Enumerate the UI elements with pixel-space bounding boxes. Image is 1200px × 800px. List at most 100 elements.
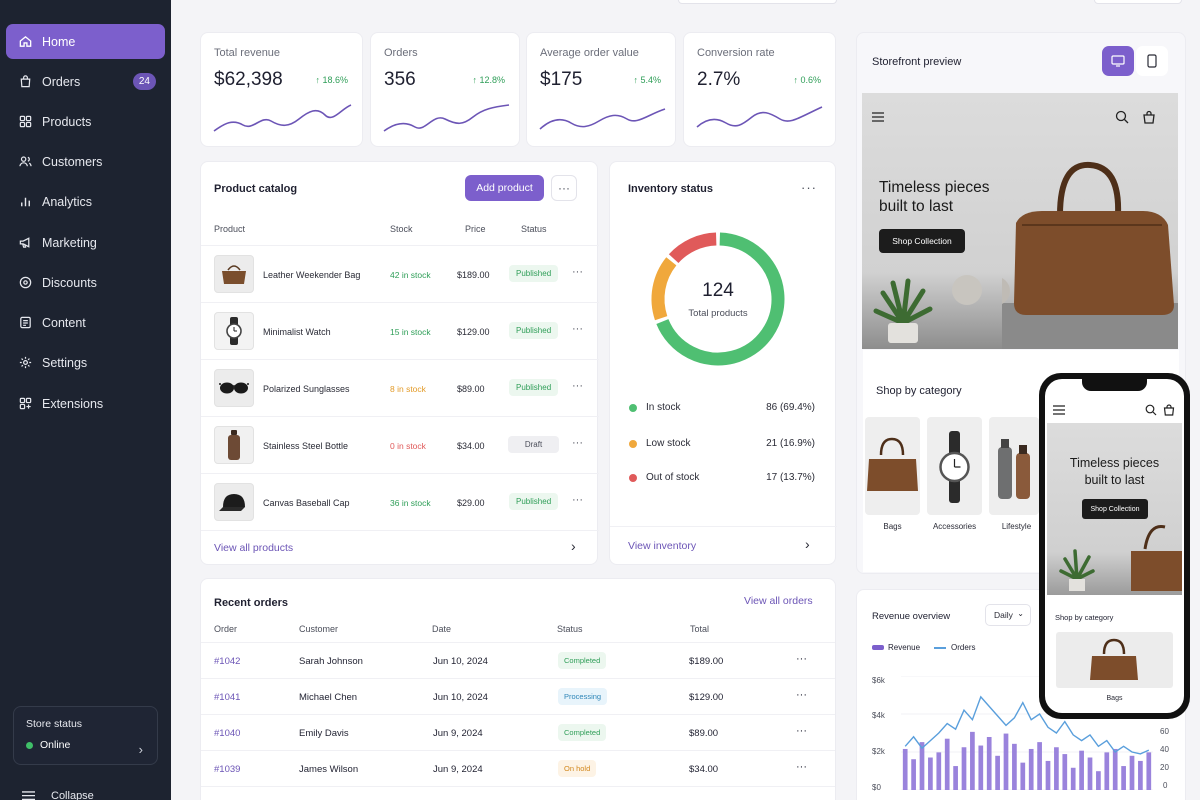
table-row[interactable]: Canvas Baseball Cap 36 in stock $29.00 P… — [201, 473, 599, 530]
search-icon[interactable] — [1115, 110, 1129, 124]
row-menu-button[interactable]: ··· — [572, 494, 583, 506]
row-menu-button[interactable]: ··· — [572, 437, 583, 449]
column-header: Stock — [390, 224, 413, 234]
table-row[interactable]: Minimalist Watch 15 in stock $129.00 Pub… — [201, 302, 599, 359]
y-axis-right-tick: 60 — [1160, 727, 1169, 736]
sidebar-item-marketing[interactable]: Marketing — [6, 225, 165, 260]
sidebar-item-extensions[interactable]: Extensions — [6, 386, 165, 421]
table-row[interactable]: Stainless Steel Bottle 0 in stock $34.00… — [201, 416, 599, 473]
cart-icon[interactable] — [1163, 404, 1175, 416]
phone-category-tile-bags[interactable] — [1056, 632, 1173, 688]
phone-plant-image — [1059, 549, 1095, 591]
row-menu-button[interactable]: ··· — [572, 380, 583, 392]
mobile-view-toggle[interactable] — [1136, 46, 1168, 76]
view-all-orders-link[interactable]: View all orders — [744, 595, 813, 607]
order-id-link[interactable]: #1041 — [214, 692, 241, 703]
kpi-change: ↑ 5.4% — [633, 75, 661, 85]
orders-bar — [1121, 766, 1126, 790]
table-row[interactable]: #1041 Michael Chen Jun 10, 2024 Processi… — [201, 678, 835, 714]
legend-value: 86 (69.4%) — [766, 402, 815, 413]
row-menu-button[interactable]: ··· — [796, 653, 807, 665]
stock-count: 42 in stock — [390, 270, 431, 280]
product-thumbnail — [214, 426, 254, 464]
stock-count: 0 in stock — [390, 441, 426, 451]
column-header: Status — [521, 224, 547, 234]
hero-title-line: Timeless pieces — [1069, 456, 1160, 470]
menu-icon[interactable] — [871, 111, 885, 123]
chevron-right-icon[interactable]: › — [571, 538, 576, 554]
phone-shop-collection-button[interactable]: Shop Collection — [1082, 499, 1148, 519]
chevron-right-icon[interactable]: › — [805, 536, 810, 552]
sparkline — [696, 106, 823, 128]
customer-name: Emily Davis — [299, 728, 349, 739]
revenue-chart — [901, 676, 1153, 790]
cart-icon[interactable] — [1142, 110, 1156, 124]
kpi-label: Conversion rate — [697, 47, 775, 59]
order-date: Jun 10, 2024 — [433, 692, 488, 703]
table-row[interactable] — [201, 786, 835, 800]
product-name: Minimalist Watch — [263, 327, 331, 337]
shopping-bag-icon — [18, 74, 33, 89]
orders-bar — [961, 747, 967, 790]
status-badge: Published — [509, 322, 559, 339]
sidebar-item-content[interactable]: Content — [6, 305, 165, 340]
orders-bar — [1020, 762, 1026, 790]
category-tile-accessories[interactable] — [927, 417, 982, 515]
revenue-line — [904, 695, 1150, 755]
sidebar-item-discounts[interactable]: Discounts — [6, 265, 165, 300]
row-menu-button[interactable]: ··· — [796, 761, 807, 773]
table-row[interactable]: Leather Weekender Bag 42 in stock $189.0… — [201, 245, 599, 302]
column-header: Total — [690, 624, 710, 634]
view-all-products-link[interactable]: View all products — [214, 542, 294, 554]
store-status-card[interactable]: Store status Online › — [13, 706, 158, 765]
more-options-button[interactable]: ··· — [801, 180, 817, 195]
total-products-value: 124 — [702, 280, 734, 301]
menu-icon[interactable] — [1053, 405, 1065, 415]
collapse-button[interactable]: Collapse — [22, 790, 94, 800]
shop-collection-button[interactable]: Shop Collection — [879, 229, 965, 253]
column-header: Order — [214, 624, 238, 634]
row-menu-button[interactable]: ··· — [796, 689, 807, 701]
stock-count: 8 in stock — [390, 384, 426, 394]
gear-icon — [18, 355, 33, 370]
category-tile-bags[interactable] — [865, 417, 920, 515]
orders-bar — [911, 759, 916, 790]
status-badge: Published — [509, 265, 559, 282]
sidebar-item-home[interactable]: Home — [6, 24, 165, 59]
table-row[interactable]: #1040 Emily Davis Jun 9, 2024 Completed … — [201, 714, 835, 750]
sidebar-item-label: Settings — [42, 355, 88, 370]
order-id-link[interactable]: #1040 — [214, 728, 241, 739]
sidebar-item-analytics[interactable]: Analytics — [6, 184, 165, 219]
plant-image — [873, 278, 933, 343]
more-options-button[interactable]: ··· — [551, 175, 577, 201]
sidebar-item-products[interactable]: Products — [6, 104, 165, 139]
order-id-link[interactable]: #1039 — [214, 764, 241, 775]
export-button[interactable] — [1094, 0, 1182, 4]
search-icon[interactable] — [1145, 404, 1157, 416]
range-select[interactable]: Daily ⌄ — [985, 604, 1031, 626]
sidebar-item-orders[interactable]: Orders 24 — [6, 64, 165, 99]
chevron-down-icon: ⌄ — [1017, 609, 1024, 618]
order-id-link[interactable]: #1042 — [214, 656, 241, 667]
table-row[interactable]: #1039 James Wilson Jun 9, 2024 On hold $… — [201, 750, 835, 786]
kpi-total-revenue: Total revenue $62,398 ↑ 18.6% — [200, 32, 363, 147]
add-product-button[interactable]: Add product — [465, 175, 544, 201]
desktop-view-toggle[interactable] — [1102, 46, 1134, 76]
category-tile-lifestyle[interactable] — [989, 417, 1039, 515]
y-axis-right-tick: 0 — [1163, 781, 1168, 790]
sidebar-item-settings[interactable]: Settings — [6, 345, 165, 380]
date-range-picker[interactable] — [678, 0, 837, 4]
card-title: Inventory status — [628, 183, 713, 195]
table-row[interactable]: Polarized Sunglasses 8 in stock $89.00 P… — [201, 359, 599, 416]
view-inventory-link[interactable]: View inventory — [628, 540, 697, 552]
row-menu-button[interactable]: ··· — [796, 725, 807, 737]
sidebar-item-customers[interactable]: Customers — [6, 144, 165, 179]
discount-icon — [18, 275, 33, 290]
product-price: $189.00 — [457, 270, 490, 280]
phone-notch — [1082, 379, 1147, 391]
row-menu-button[interactable]: ··· — [572, 266, 583, 278]
sidebar-item-label: Extensions — [42, 396, 104, 411]
shop-by-category-title: Shop by category — [876, 385, 962, 397]
row-menu-button[interactable]: ··· — [572, 323, 583, 335]
table-row[interactable]: #1042 Sarah Johnson Jun 10, 2024 Complet… — [201, 642, 835, 678]
